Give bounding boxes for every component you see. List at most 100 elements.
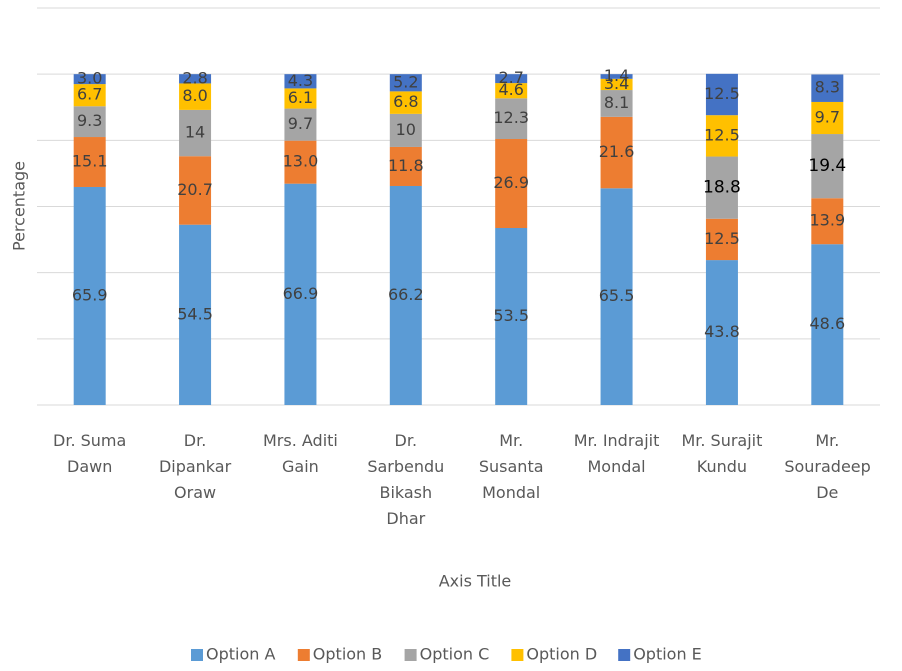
bar-segment <box>284 108 317 141</box>
data-label: 14 <box>185 123 205 142</box>
data-label: 65.9 <box>72 285 108 304</box>
x-tick-label: Mr. Indrajit Mondal <box>573 431 660 476</box>
legend-label: Option D <box>526 645 597 664</box>
data-label: 12.5 <box>704 125 740 144</box>
x-tick-label: Dr. Dipankar Oraw <box>158 431 232 502</box>
data-label: 9.7 <box>288 114 313 133</box>
bar-segment <box>284 140 317 184</box>
x-tick-label: Dr. Sarbendu Bikash Dhar <box>367 431 445 528</box>
bar-segment <box>73 84 106 107</box>
bar-segment <box>705 218 738 261</box>
bar-segment <box>389 113 422 147</box>
bar-segment <box>389 146 422 186</box>
x-tick-label: Mrs. Aditi Gain <box>263 431 338 476</box>
legend-swatch <box>404 649 417 661</box>
data-label: 2.7 <box>498 68 523 87</box>
data-label: 9.3 <box>77 111 102 130</box>
data-label: 2.8 <box>182 68 207 87</box>
legend-swatch <box>618 649 631 661</box>
data-label: 48.6 <box>810 314 846 333</box>
data-label: 6.8 <box>393 92 418 111</box>
bar-segment <box>179 109 212 157</box>
data-label: 1.4 <box>604 66 629 85</box>
bar-segment <box>179 83 212 110</box>
data-label: 26.9 <box>493 173 529 192</box>
data-label: 20.7 <box>177 180 213 199</box>
data-label: 8.1 <box>604 93 629 112</box>
bar-segment <box>495 83 528 99</box>
data-label: 66.9 <box>283 284 319 303</box>
x-tick-label: Mr. Souradeep De <box>784 431 871 502</box>
data-label: 21.6 <box>599 142 635 161</box>
bar-segment <box>811 198 844 245</box>
bar-segment <box>389 185 422 405</box>
bar-segment <box>495 228 528 405</box>
bar-segment <box>705 156 738 219</box>
bar-segment <box>495 139 528 229</box>
bar-segment <box>73 106 106 138</box>
data-label: 13.0 <box>283 152 319 171</box>
data-label: 6.1 <box>288 88 313 107</box>
data-label: 15.1 <box>72 152 108 171</box>
data-label: 12.3 <box>493 108 529 127</box>
legend-swatch <box>191 649 203 661</box>
bar-segment <box>495 98 528 140</box>
data-label: 4.6 <box>498 80 523 99</box>
x-tick-label: Mr. Susanta Mondal <box>478 431 544 502</box>
legend-swatch <box>511 649 524 661</box>
bar-segment <box>284 88 317 109</box>
bar-segment <box>811 134 844 199</box>
bar-segment <box>811 74 844 102</box>
x-tick-label: Dr. Suma Dawn <box>53 431 127 476</box>
bar-segment <box>705 260 738 405</box>
x-tick-label: Mr. Surajit Kundu <box>681 431 763 476</box>
bar-segment <box>495 74 528 84</box>
bar-segment <box>811 101 844 135</box>
legend-label: Option E <box>633 645 702 664</box>
bar-segment <box>705 73 738 116</box>
bar-segment <box>73 74 106 85</box>
data-label: 19.4 <box>808 156 846 176</box>
data-label: 43.8 <box>704 322 740 341</box>
data-label: 18.8 <box>703 178 741 198</box>
data-label: 65.5 <box>599 286 635 305</box>
bar-segment <box>600 116 633 189</box>
data-label: 54.5 <box>177 304 213 323</box>
data-label: 3.0 <box>77 69 102 88</box>
bar-segment <box>284 74 317 89</box>
bar-segment <box>811 244 844 405</box>
data-label: 5.2 <box>393 72 418 91</box>
legend-swatch <box>297 649 310 661</box>
y-axis-title: Percentage <box>10 161 29 251</box>
bar-segment <box>389 74 422 92</box>
data-label: 10 <box>396 120 416 139</box>
data-label: 9.7 <box>815 108 840 127</box>
legend-label: Option A <box>206 645 275 664</box>
bar-segment <box>600 90 633 117</box>
data-label: 13.9 <box>810 211 846 230</box>
bar-segment <box>179 156 212 225</box>
bar-segment <box>389 91 422 114</box>
x-axis-title: Axis Title <box>439 572 512 591</box>
data-label: 8.3 <box>815 78 840 97</box>
data-label: 4.3 <box>288 71 313 90</box>
bar-segment <box>73 186 106 405</box>
bar-segment <box>179 74 212 84</box>
bar-segment <box>600 78 633 91</box>
bar-segment <box>705 115 738 157</box>
bar-segment <box>600 188 633 405</box>
data-label: 12.5 <box>704 229 740 248</box>
data-label: 11.8 <box>388 156 424 175</box>
bar-segment <box>284 183 317 405</box>
bar-segment <box>600 74 633 79</box>
data-label: 53.5 <box>493 306 529 325</box>
data-label: 12.5 <box>704 84 740 103</box>
bar-segment <box>73 137 106 187</box>
data-label: 8.0 <box>182 86 207 105</box>
legend-label: Option C <box>420 645 490 664</box>
data-label: 6.7 <box>77 85 102 104</box>
data-label: 66.2 <box>388 285 424 304</box>
bar-segment <box>179 224 212 405</box>
